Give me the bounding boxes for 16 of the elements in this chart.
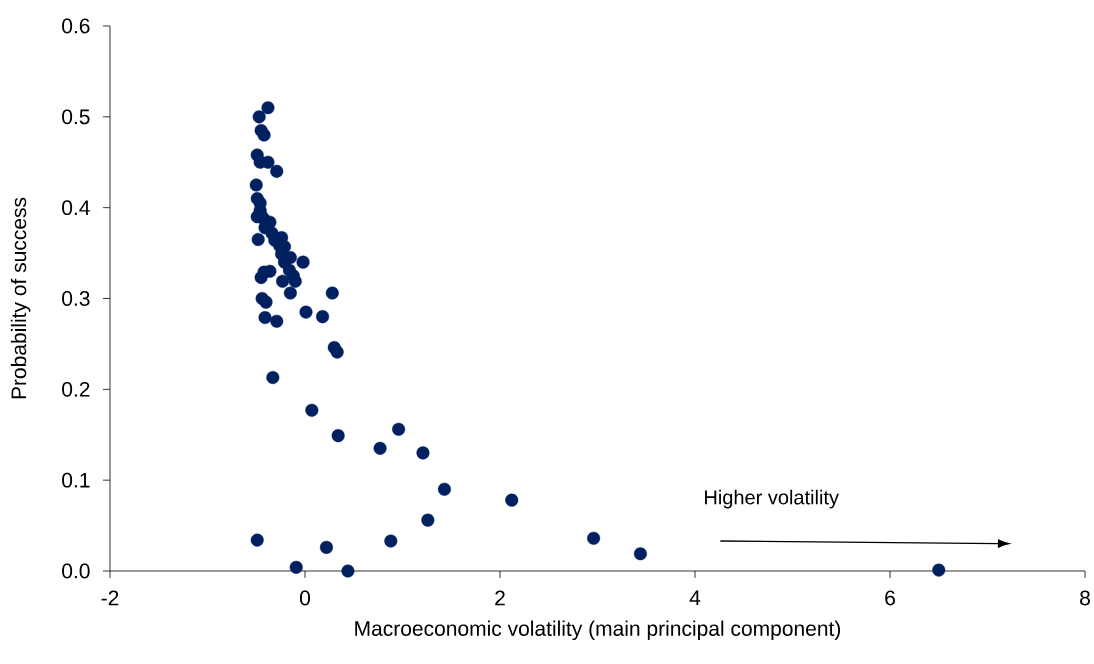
y-axis-title: Probability of success bbox=[10, 197, 31, 399]
y-tick-label: 0.4 bbox=[62, 200, 90, 216]
y-tick-label: 0.3 bbox=[62, 291, 90, 306]
x-axis-title: Macroeconomic volatility (main principal component) bbox=[355, 620, 841, 641]
x-tick-label: 4 bbox=[689, 590, 701, 605]
y-tick-label: 0.2 bbox=[62, 381, 90, 397]
x-tick-label: 8 bbox=[1080, 590, 1090, 606]
x-tick-label: 2 bbox=[495, 590, 505, 606]
y-tick-label: 0.6 bbox=[62, 18, 90, 34]
y-tick-label: 0.1 bbox=[62, 472, 90, 488]
annotation: Higher volatility bbox=[705, 489, 839, 509]
y-tick-label: 0.5 bbox=[62, 109, 90, 125]
x-tick-label: 0 bbox=[299, 590, 311, 606]
y-tick-label: 0.0 bbox=[62, 563, 90, 579]
x-tick-label: 6 bbox=[885, 590, 895, 606]
x-tick-label: -2 bbox=[101, 590, 119, 606]
